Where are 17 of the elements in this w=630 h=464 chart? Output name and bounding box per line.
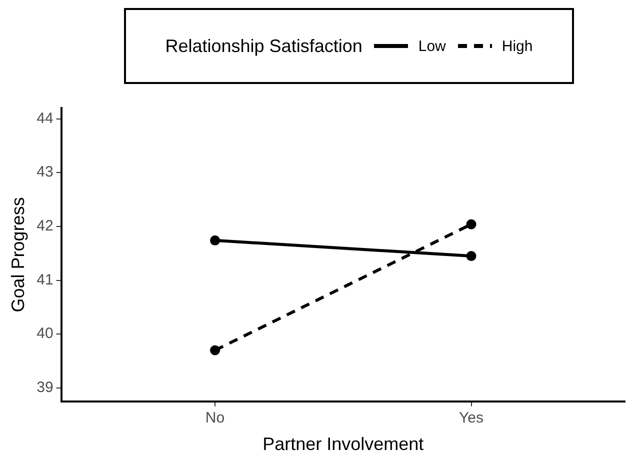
y-tick-label: 39 — [36, 379, 54, 396]
point — [466, 251, 476, 262]
x-tick-label: Yes — [459, 410, 484, 427]
point — [210, 345, 220, 356]
y-tick-label: 43 — [36, 164, 54, 181]
point — [210, 235, 220, 246]
y-tick-label: 40 — [36, 325, 54, 342]
point — [466, 219, 476, 230]
y-tick-label: 44 — [36, 110, 54, 127]
x-axis-title: Partner Involvement — [262, 434, 424, 454]
y-tick-label: 41 — [36, 271, 54, 288]
y-axis-title: Goal Progress — [8, 197, 28, 312]
legend-label: High — [502, 38, 533, 54]
legend-label: Low — [418, 38, 446, 54]
legend-title: Relationship Satisfaction — [165, 36, 362, 56]
y-tick-label: 42 — [36, 218, 54, 235]
x-tick-label: No — [205, 410, 225, 427]
